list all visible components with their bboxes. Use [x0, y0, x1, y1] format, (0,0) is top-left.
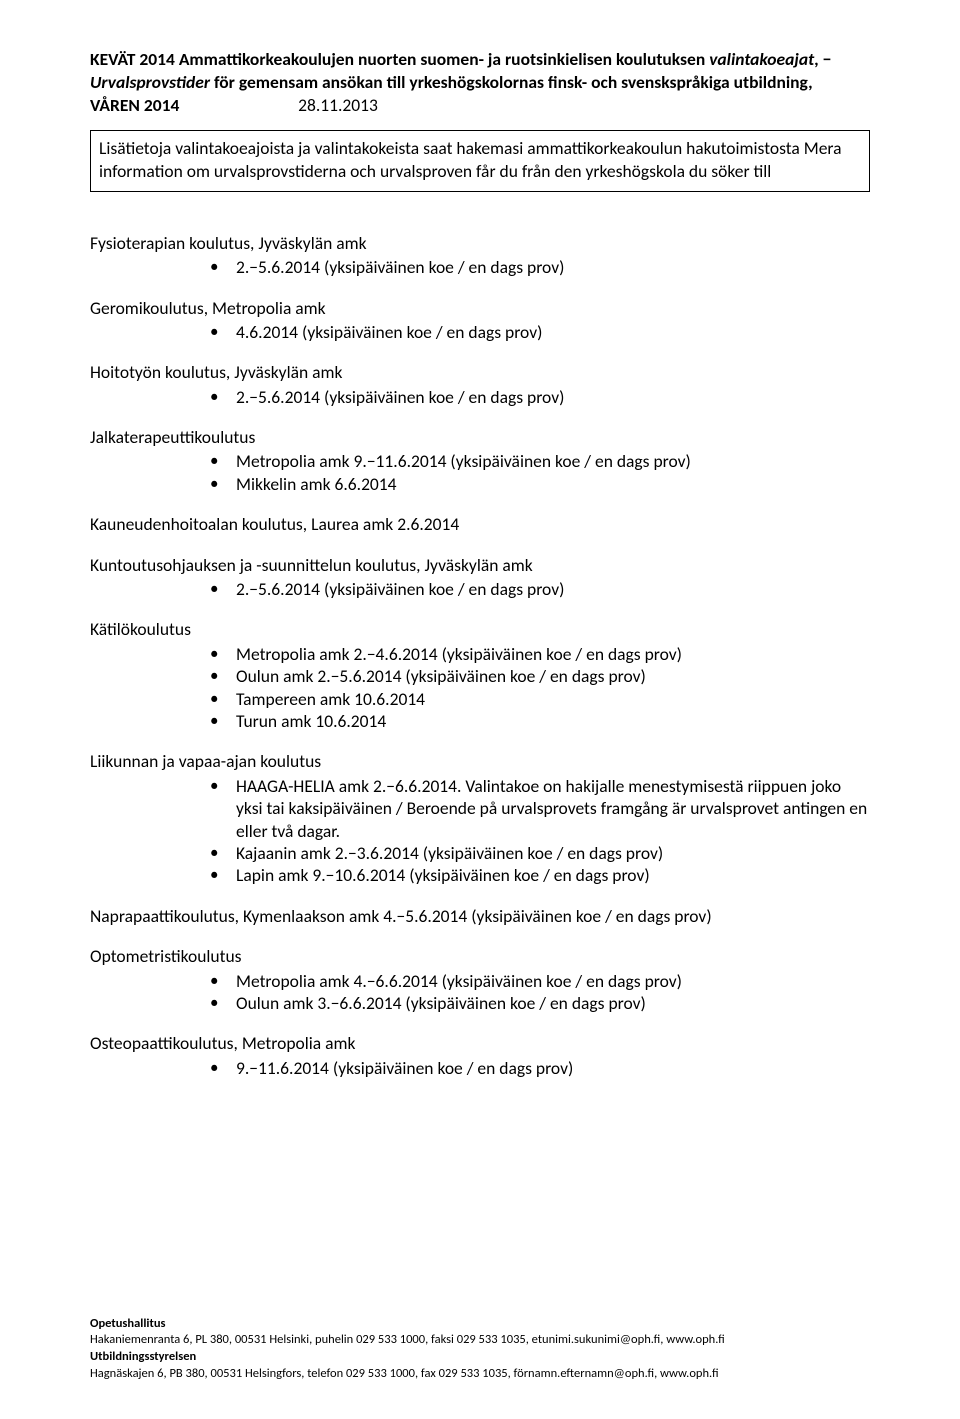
section-title: Hoitotyön koulutus, Jyväskylän amk [90, 361, 870, 383]
list-item: Oulun amk 3.−6.6.2014 (yksipäiväinen koe… [210, 992, 870, 1014]
list-item: Metropolia amk 2.−4.6.2014 (yksipäiväine… [210, 643, 870, 665]
section-title: Geromikoulutus, Metropolia amk [90, 297, 870, 319]
section-title: Optometristikoulutus [90, 945, 870, 967]
section: Kätilökoulutus Metropolia amk 2.−4.6.2014… [90, 618, 870, 732]
bullet-list: 4.6.2014 (yksipäiväinen koe / en dags pr… [90, 321, 870, 343]
bullet-list: Metropolia amk 9.−11.6.2014 (yksipäiväin… [90, 450, 870, 495]
section-oneliner: Naprapaattikoulutus, Kymenlaakson amk 4.… [90, 905, 870, 927]
bullet-list: 2.−5.6.2014 (yksipäiväinen koe / en dags… [90, 256, 870, 278]
section: Geromikoulutus, Metropolia amk4.6.2014 (… [90, 297, 870, 344]
header-part: Urvalsprovstider [90, 71, 210, 93]
header-part: för gemensam ansökan till yrkeshögskolor… [210, 71, 813, 93]
list-item: Tampereen amk 10.6.2014 [210, 688, 870, 710]
section: Kuntoutusohjauksen ja -suunnittelun koul… [90, 554, 870, 601]
section-title: Kätilökoulutus [90, 618, 870, 640]
footer: Opetushallitus Hakaniemenranta 6, PL 380… [90, 1316, 870, 1384]
bullet-list: Metropolia amk 4.−6.6.2014 (yksipäiväine… [90, 970, 870, 1015]
bullet-list: Metropolia amk 2.−4.6.2014 (yksipäiväine… [90, 643, 870, 733]
list-item: Oulun amk 2.−5.6.2014 (yksipäiväinen koe… [210, 665, 870, 687]
footer-addr: Hakaniemenranta 6, PL 380, 00531 Helsink… [90, 1332, 870, 1349]
section: Optometristikoulutus Metropolia amk 4.−6.… [90, 945, 870, 1014]
list-item: 2.−5.6.2014 (yksipäiväinen koe / en dags… [210, 256, 870, 278]
section-title: Osteopaattikoulutus, Metropolia amk [90, 1032, 870, 1054]
header-date: 28.11.2013 [298, 94, 378, 116]
header-part: , − [814, 48, 831, 70]
section-oneliner: Kauneudenhoitoalan koulutus, Laurea amk … [90, 513, 870, 535]
content: Fysioterapian koulutus, Jyväskylän amk2.… [90, 232, 870, 1079]
section: Liikunnan ja vapaa-ajan koulutus HAAGA-HE… [90, 750, 870, 886]
page-header: KEVÄT 2014 Ammattikorkeakoulujen nuorten… [90, 48, 870, 116]
list-item: Turun amk 10.6.2014 [210, 710, 870, 732]
list-item: Metropolia amk 4.−6.6.2014 (yksipäiväine… [210, 970, 870, 992]
info-box: Lisätietoja valintakoeajoista ja valinta… [90, 130, 870, 192]
footer-addr: Hagnäskajen 6, PB 380, 00531 Helsingfors… [90, 1366, 870, 1383]
section: Osteopaattikoulutus, Metropolia amk 9.−11… [90, 1032, 870, 1079]
section-title: Jalkaterapeuttikoulutus [90, 426, 870, 448]
list-item: Lapin amk 9.−10.6.2014 (yksipäiväinen ko… [210, 864, 870, 886]
list-item: Kajaanin amk 2.−3.6.2014 (yksipäiväinen … [210, 842, 870, 864]
list-item: 9.−11.6.2014 (yksipäiväinen koe / en dag… [210, 1057, 870, 1079]
section-title: Kuntoutusohjauksen ja -suunnittelun koul… [90, 554, 870, 576]
list-item: Mikkelin amk 6.6.2014 [210, 473, 870, 495]
list-item: 2.−5.6.2014 (yksipäiväinen koe / en dags… [210, 386, 870, 408]
bullet-list: HAAGA-HELIA amk 2.−6.6.2014. Valintakoe … [90, 775, 870, 887]
bullet-list: 9.−11.6.2014 (yksipäiväinen koe / en dag… [90, 1057, 870, 1079]
footer-org: Utbildningsstyrelsen [90, 1349, 870, 1366]
footer-org: Opetushallitus [90, 1316, 870, 1333]
header-part: KEVÄT 2014 Ammattikorkeakoulujen nuorten… [90, 48, 709, 70]
list-item: 4.6.2014 (yksipäiväinen koe / en dags pr… [210, 321, 870, 343]
section-title: Liikunnan ja vapaa-ajan koulutus [90, 750, 870, 772]
section: Hoitotyön koulutus, Jyväskylän amk 2.−5.6… [90, 361, 870, 408]
header-part: valintakoeajat [709, 48, 814, 70]
header-part: VÅREN 2014 [90, 94, 179, 116]
list-item: 2.−5.6.2014 (yksipäiväinen koe / en dags… [210, 578, 870, 600]
list-item: HAAGA-HELIA amk 2.−6.6.2014. Valintakoe … [210, 775, 870, 842]
header-spacer [179, 94, 298, 116]
section: Fysioterapian koulutus, Jyväskylän amk2.… [90, 232, 870, 279]
page: KEVÄT 2014 Ammattikorkeakoulujen nuorten… [0, 0, 960, 1419]
bullet-list: 2.−5.6.2014 (yksipäiväinen koe / en dags… [90, 578, 870, 600]
section-title: Fysioterapian koulutus, Jyväskylän amk [90, 232, 870, 254]
section: JalkaterapeuttikoulutusMetropolia amk 9.… [90, 426, 870, 495]
list-item: Metropolia amk 9.−11.6.2014 (yksipäiväin… [210, 450, 870, 472]
bullet-list: 2.−5.6.2014 (yksipäiväinen koe / en dags… [90, 386, 870, 408]
